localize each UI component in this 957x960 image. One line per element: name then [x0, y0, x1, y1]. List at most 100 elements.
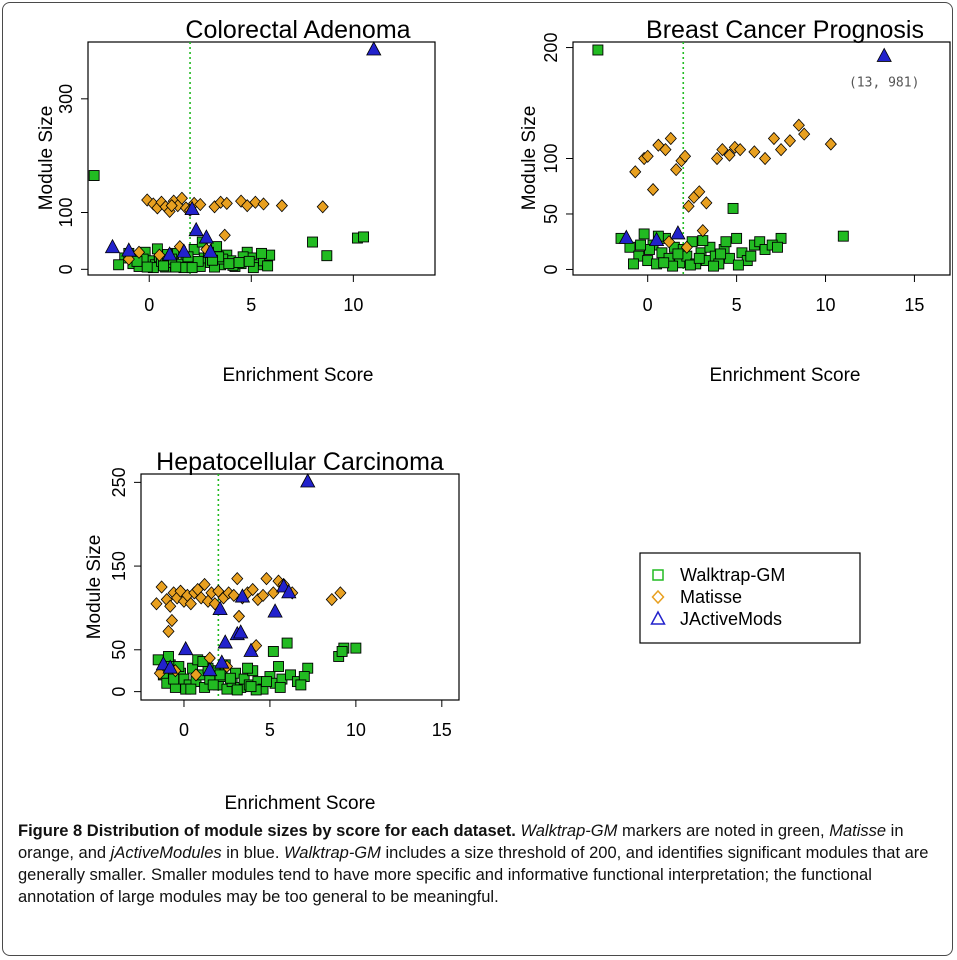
- data-point: [260, 572, 273, 586]
- data-point: [218, 228, 231, 242]
- panel-colorectal-adenoma: Colorectal Adenoma Enrichment Score Module…: [36, 16, 436, 386]
- data-point: [670, 163, 683, 177]
- x-axis-label: Enrichment Score: [224, 793, 375, 814]
- series-jactivemods: [155, 473, 316, 677]
- data-point: [684, 259, 696, 271]
- data-point: [198, 577, 211, 592]
- data-point: [113, 259, 125, 271]
- data-point: [155, 580, 168, 594]
- data-point: [321, 250, 333, 262]
- data-point: [170, 261, 182, 273]
- data-point: [188, 221, 204, 237]
- legend-box: [639, 552, 861, 644]
- data-point: [693, 185, 706, 199]
- data-point: [178, 640, 194, 656]
- y-tick-label: 50: [109, 640, 129, 660]
- data-point: [104, 238, 121, 254]
- data-point: [592, 44, 604, 56]
- data-point: [648, 231, 665, 247]
- series-jactivemods: [618, 47, 892, 247]
- x-tick-label: 15: [432, 720, 452, 740]
- data-point: [175, 191, 188, 205]
- chart-title: Colorectal Adenoma: [185, 16, 410, 44]
- caption-part: Matisse: [829, 822, 887, 840]
- y-tick-label: 300: [56, 84, 76, 114]
- data-point: [732, 259, 744, 271]
- data-point: [217, 634, 233, 649]
- data-point: [300, 473, 316, 488]
- data-point: [350, 642, 362, 654]
- data-point: [708, 260, 719, 272]
- plot-area: [140, 473, 460, 701]
- data-point: [188, 243, 200, 255]
- data-point: [267, 646, 279, 657]
- y-axis-label: Module Size: [519, 106, 540, 211]
- y-tick-label: 50: [541, 204, 561, 224]
- data-point: [723, 148, 736, 162]
- data-point: [336, 646, 348, 657]
- x-tick-label: 0: [179, 720, 189, 740]
- data-point: [233, 257, 245, 268]
- data-point: [316, 200, 329, 214]
- x-axis-label: Enrichment Score: [709, 365, 860, 386]
- data-point: [246, 582, 259, 597]
- data-point: [243, 255, 255, 267]
- data-point: [186, 262, 198, 274]
- series-jactivemods: [104, 41, 382, 261]
- chart-title: Breast Cancer Prognosis: [646, 16, 924, 44]
- data-point: [232, 609, 246, 623]
- data-point: [664, 131, 677, 146]
- data-point: [274, 681, 286, 693]
- data-point: [245, 681, 257, 693]
- data-point: [759, 151, 772, 166]
- data-point: [358, 231, 370, 243]
- x-tick-label: 5: [265, 720, 275, 740]
- caption-part: markers are noted in green,: [617, 822, 830, 840]
- data-point: [837, 230, 849, 242]
- data-point: [792, 118, 805, 132]
- data-point: [161, 246, 178, 261]
- data-point: [141, 261, 153, 273]
- data-point: [745, 250, 757, 262]
- data-point: [325, 592, 338, 607]
- data-point: [366, 41, 382, 56]
- x-tick-label: 0: [643, 295, 653, 315]
- data-point: [275, 199, 288, 213]
- data-point: [231, 684, 243, 696]
- caption-part: in blue.: [221, 844, 285, 862]
- figure-caption: Figure 8 Distribution of module sizes by…: [18, 820, 938, 908]
- data-point: [224, 672, 236, 684]
- data-point: [162, 624, 175, 638]
- caption-part: Walktrap-GM: [284, 844, 381, 862]
- data-point: [693, 252, 705, 264]
- caption-part: jActiveModules: [110, 844, 222, 862]
- data-point: [641, 149, 654, 163]
- caption-part: includes a size threshold of 200, and id…: [18, 844, 929, 906]
- data-point: [670, 225, 686, 240]
- data-point: [88, 170, 100, 181]
- data-point: [257, 588, 270, 602]
- legend-marker: [651, 589, 665, 605]
- x-tick-label: 10: [346, 720, 366, 740]
- x-tick-label: 10: [816, 295, 836, 315]
- data-point: [158, 260, 169, 272]
- data-point: [168, 673, 180, 685]
- data-point: [295, 679, 307, 691]
- data-point: [227, 588, 240, 602]
- data-point: [629, 165, 642, 179]
- y-tick-label: 250: [109, 467, 129, 497]
- y-tick-label: 150: [109, 551, 129, 581]
- data-point: [798, 127, 811, 141]
- data-point: [256, 247, 267, 259]
- data-point: [618, 229, 635, 244]
- data-point: [234, 588, 251, 603]
- data-point: [635, 239, 647, 251]
- data-point: [153, 248, 166, 262]
- data-point: [273, 661, 284, 672]
- data-point: [672, 248, 684, 260]
- legend-label: Walktrap-GM: [680, 565, 785, 585]
- data-point: [162, 659, 178, 674]
- data-point: [638, 228, 650, 240]
- y-tick-label: 100: [541, 143, 561, 173]
- series-walktrap-gm: [152, 637, 362, 696]
